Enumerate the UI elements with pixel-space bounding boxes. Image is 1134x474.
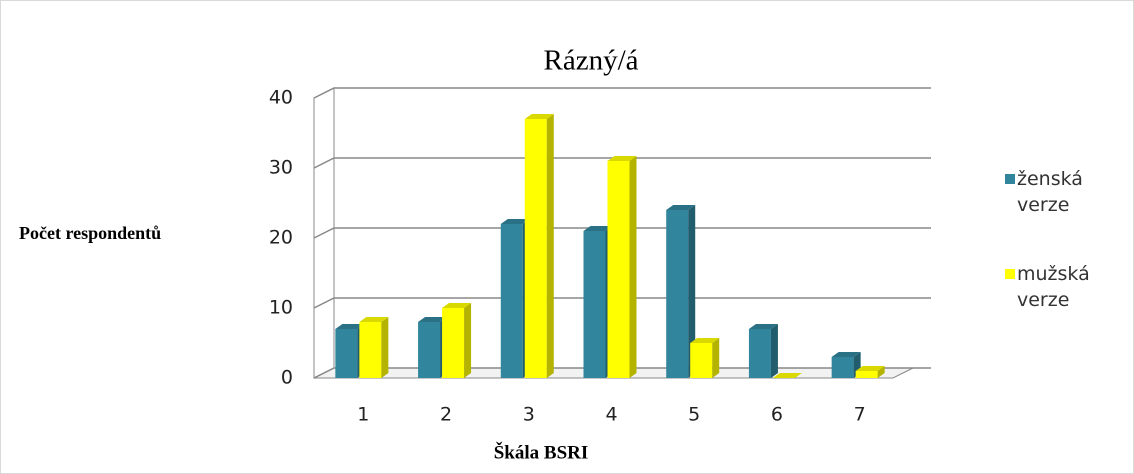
x-axis-label: Škála BSRI — [494, 441, 589, 463]
y-tick-label: 40 — [269, 87, 293, 109]
bar-front — [418, 322, 441, 378]
bar-top — [418, 317, 448, 322]
legend-swatch — [1005, 269, 1015, 279]
bar-top — [359, 317, 389, 322]
x-tick-label: 3 — [523, 404, 535, 426]
bar — [607, 156, 637, 378]
legend-label: ženská verze — [1017, 168, 1083, 216]
grid-line — [313, 227, 931, 239]
bar — [748, 324, 778, 378]
bar-front — [666, 210, 689, 378]
y-tick-label: 30 — [269, 157, 293, 179]
grid-line — [313, 87, 931, 99]
bar-front — [607, 161, 630, 378]
bar — [831, 352, 861, 378]
bar-side — [688, 205, 696, 378]
bar-side — [546, 114, 554, 378]
bar-front — [583, 231, 606, 378]
y-tick-label: 10 — [269, 297, 293, 319]
bar-top — [524, 114, 554, 119]
bar-side — [770, 324, 778, 378]
bar — [855, 366, 885, 378]
bar — [524, 114, 554, 378]
bar-front — [690, 343, 713, 378]
bar-top — [748, 324, 778, 329]
bar-top — [583, 226, 613, 231]
bar — [772, 373, 802, 378]
bar-top — [335, 324, 365, 329]
bar-top — [607, 156, 637, 161]
bar-side — [381, 317, 389, 378]
bar-top — [690, 338, 720, 343]
y-axis-label: Počet respondentů — [19, 223, 161, 243]
bar-front — [748, 329, 771, 378]
bar-top — [831, 352, 861, 357]
bar-front — [335, 329, 358, 378]
bar-side — [712, 338, 720, 378]
bar-top — [442, 303, 472, 308]
bar-side — [877, 366, 885, 378]
bar — [690, 338, 720, 378]
bar-front — [855, 371, 878, 378]
y-tick-label: 20 — [269, 227, 293, 249]
x-tick-label: 2 — [440, 404, 452, 426]
bar-top — [666, 205, 696, 210]
x-tick-label: 1 — [357, 404, 369, 426]
bar-front — [831, 357, 854, 378]
bar-side — [464, 303, 472, 378]
grid-line — [313, 367, 931, 379]
bar-front — [524, 119, 547, 378]
bar-side — [629, 156, 637, 378]
x-tick-label: 6 — [771, 404, 783, 426]
x-tick-label: 4 — [605, 404, 617, 426]
bar — [359, 317, 389, 378]
bar — [442, 303, 472, 378]
chart-title: Rázný/á — [543, 45, 638, 77]
bar-top — [855, 366, 885, 371]
bar — [666, 205, 696, 378]
x-tick-label: 7 — [854, 404, 866, 426]
x-tick-label: 5 — [688, 404, 700, 426]
y-tick-label: 0 — [281, 367, 293, 389]
legend-label: mužská verze — [1017, 263, 1090, 311]
legend-swatch — [1005, 174, 1015, 184]
bar-front — [500, 224, 523, 378]
grid-line — [313, 297, 931, 309]
bar-top — [500, 219, 530, 224]
grid-line — [313, 157, 931, 169]
bar-front — [359, 322, 382, 378]
bar-front — [442, 308, 465, 378]
bar-top — [772, 373, 802, 378]
